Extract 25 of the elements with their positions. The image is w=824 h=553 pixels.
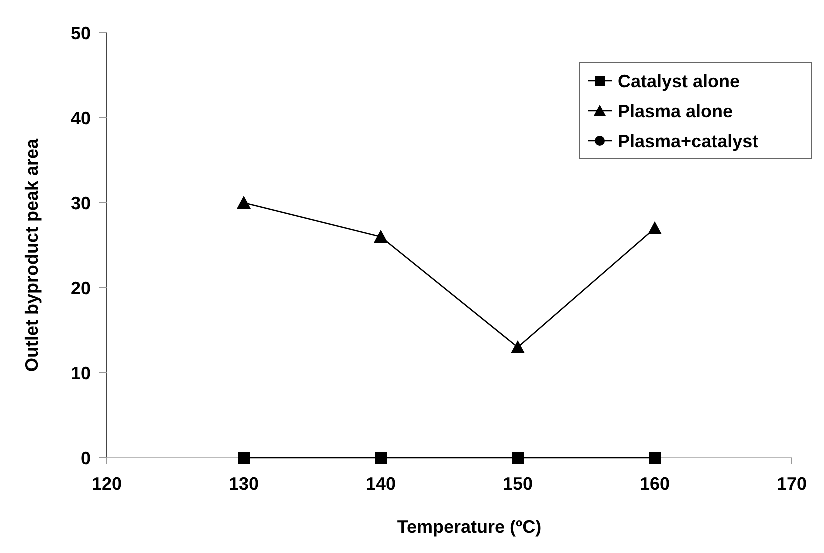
y-axis-title: Outlet byproduct peak area [22, 138, 42, 372]
legend-label: Plasma+catalyst [618, 131, 759, 152]
point [375, 452, 387, 464]
legend-label: Catalyst alone [618, 71, 740, 92]
y-tick-label: 40 [70, 108, 91, 128]
legend-label: Plasma alone [618, 101, 734, 122]
x-tick-label: 160 [640, 474, 670, 494]
y-tick-label: 20 [70, 278, 91, 298]
y-tick-label: 0 [80, 448, 91, 468]
point [649, 452, 661, 464]
x-axis-title: Temperature (ºC) [397, 517, 542, 537]
x-tick-label: 140 [366, 474, 396, 494]
x-tick-label: 150 [502, 474, 534, 494]
point [237, 196, 251, 209]
point [512, 452, 524, 464]
point [238, 452, 250, 464]
point [511, 340, 525, 354]
x-tick-label: 120 [92, 474, 122, 494]
y-tick-label: 10 [70, 363, 91, 384]
y-tick-label: 50 [70, 23, 91, 44]
x-tick-label: 130 [228, 474, 260, 494]
point [374, 230, 388, 243]
point [648, 222, 662, 234]
x-tick-label: 170 [776, 474, 808, 494]
y-tick-label: 30 [70, 193, 91, 214]
